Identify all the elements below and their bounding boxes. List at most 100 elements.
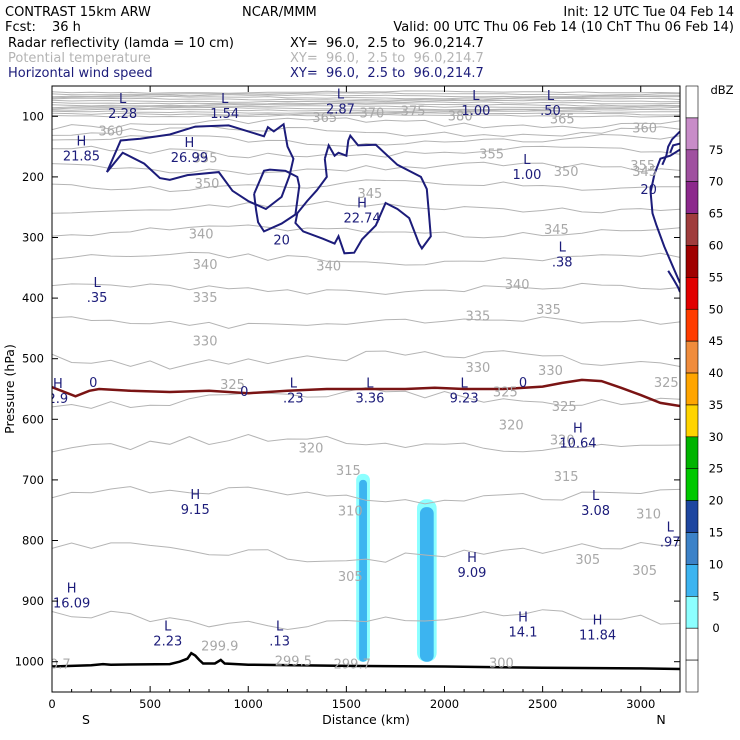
colorbar-swatch xyxy=(685,500,699,533)
theta-label: 355 xyxy=(630,159,655,174)
wind-high-marker: H xyxy=(593,613,603,628)
y-tick-label: 300 xyxy=(22,231,44,245)
axes: 0 500 1000 1500 2000 2500 30001002003004005006… xyxy=(15,86,680,711)
theta-label: 310 xyxy=(636,507,661,522)
field-xy-wind: XY= 96.0, 2.5 to 96.0,214.7 xyxy=(290,66,484,81)
colorbar-swatch xyxy=(685,596,699,629)
wind-contour-label: 20 xyxy=(273,234,290,249)
colorbar-level: 60 xyxy=(709,238,724,252)
theta-label: 330 xyxy=(193,335,218,350)
valid-time: Valid: 00 UTC Thu 06 Feb 14 (10 ChT Thu … xyxy=(393,20,734,35)
theta-label: 325 xyxy=(220,378,245,393)
colorbar-swatch xyxy=(685,532,699,565)
x-tick-label: 0 xyxy=(48,697,55,711)
forecast-hour: 36 h xyxy=(52,20,81,35)
wind-extremum-value: 2.9 xyxy=(48,392,69,407)
wind-low-marker: L xyxy=(221,92,229,107)
theta-label: 325 xyxy=(552,400,577,415)
field-name-wind: Horizontal wind speed xyxy=(8,66,153,81)
wind-extremum-value: 1.54 xyxy=(210,107,239,122)
theta-label: 360 xyxy=(632,121,657,136)
wind-extremum-value: 11.84 xyxy=(579,628,616,643)
wind-extremum-value: .38 xyxy=(552,256,573,271)
wind-contour-label: 0 xyxy=(519,376,527,391)
wind-low-marker: L xyxy=(667,521,675,536)
y-tick-label: 200 xyxy=(22,170,44,184)
theta-label: 299.7 xyxy=(334,658,371,673)
colorbar-swatch xyxy=(685,659,699,693)
theta-contour xyxy=(52,251,680,266)
colorbar-level: 40 xyxy=(709,366,724,380)
colorbar-level: 0 xyxy=(712,621,719,635)
plot-content: 370 375 360 365 380 365 360 355 355 355 350 350 345 3… xyxy=(48,87,680,673)
theta-contour xyxy=(52,486,680,505)
colorbar-swatch xyxy=(685,627,699,661)
theta-label: 340 xyxy=(189,227,214,242)
theta-contours xyxy=(52,90,680,631)
x-tick-label: 1000 xyxy=(234,697,263,711)
colorbar-level: 45 xyxy=(709,334,724,348)
wind-extremum-value: 26.99 xyxy=(171,151,208,166)
wind-low-marker: L xyxy=(276,619,284,634)
theta-label: 335 xyxy=(465,309,490,324)
wind-low-marker: L xyxy=(559,241,567,256)
colorbar-swatch xyxy=(685,85,699,119)
x-tick-label: 1500 xyxy=(332,697,361,711)
theta-label: 330 xyxy=(538,364,563,379)
theta-contour xyxy=(52,94,680,98)
colorbar-level: 25 xyxy=(709,462,724,476)
theta-contour xyxy=(52,350,680,370)
wind-contour-label: 20 xyxy=(640,183,657,198)
colorbar-swatch xyxy=(685,436,699,470)
colorbar-level: 15 xyxy=(709,526,724,540)
wind-contour-label: 0 xyxy=(240,385,248,400)
theta-contour xyxy=(52,113,680,118)
theta-contour xyxy=(52,106,680,111)
colorbar-level: 75 xyxy=(709,143,724,157)
y-tick-label: 800 xyxy=(22,534,44,548)
theta-label: 345 xyxy=(544,223,569,238)
wind-extremum-value: 3.08 xyxy=(581,504,610,519)
wind-extremum-value: 1.00 xyxy=(461,104,490,119)
colorbar-level: 30 xyxy=(709,430,724,444)
colorbar-swatch xyxy=(685,372,699,406)
south-label: S xyxy=(82,712,90,727)
y-tick-label: 600 xyxy=(22,412,44,426)
wind-low-marker: L xyxy=(592,489,600,504)
theta-contour xyxy=(52,609,680,631)
theta-label: 305 xyxy=(632,564,657,579)
theta-label: 325 xyxy=(493,386,518,401)
wind-extremum-value: 9.15 xyxy=(181,503,210,518)
theta-label: 345 xyxy=(632,165,657,180)
wind-extremum-value: 10.64 xyxy=(559,436,596,451)
theta-contour xyxy=(52,95,680,100)
theta-label: 335 xyxy=(193,291,218,306)
theta-contour xyxy=(52,101,680,105)
theta-label: 350 xyxy=(554,165,579,180)
wind-extremum-value: 22.74 xyxy=(343,211,380,226)
colorbar-level: 55 xyxy=(709,270,724,284)
theta-contour xyxy=(52,90,680,94)
theta-contour xyxy=(52,117,680,131)
colorbar-level: 35 xyxy=(709,398,724,412)
theta-contour xyxy=(52,108,680,113)
theta-contour xyxy=(52,125,680,137)
theta-contour xyxy=(52,433,680,453)
colorbar-title: dBZ xyxy=(710,83,733,97)
colorbar-swatch xyxy=(685,564,699,597)
x-tick-label: 2500 xyxy=(528,697,557,711)
theta-label: 340 xyxy=(505,278,530,293)
wind-low-marker: L xyxy=(523,153,531,168)
theta-contour xyxy=(52,112,680,116)
zero-wind-line xyxy=(52,378,680,408)
theta-label: 355 xyxy=(479,147,504,162)
wind-high-marker: H xyxy=(190,488,200,503)
wind-high-marker: H xyxy=(67,581,77,596)
theta-label: 335 xyxy=(536,303,561,318)
wind-high-marker: H xyxy=(184,136,194,151)
wind-20-contour xyxy=(105,122,295,211)
x-tick-label: 3000 xyxy=(626,697,655,711)
colorbar-swatch xyxy=(685,308,699,342)
y-tick-label: 700 xyxy=(22,473,44,487)
wind-high-marker: H xyxy=(518,610,528,625)
